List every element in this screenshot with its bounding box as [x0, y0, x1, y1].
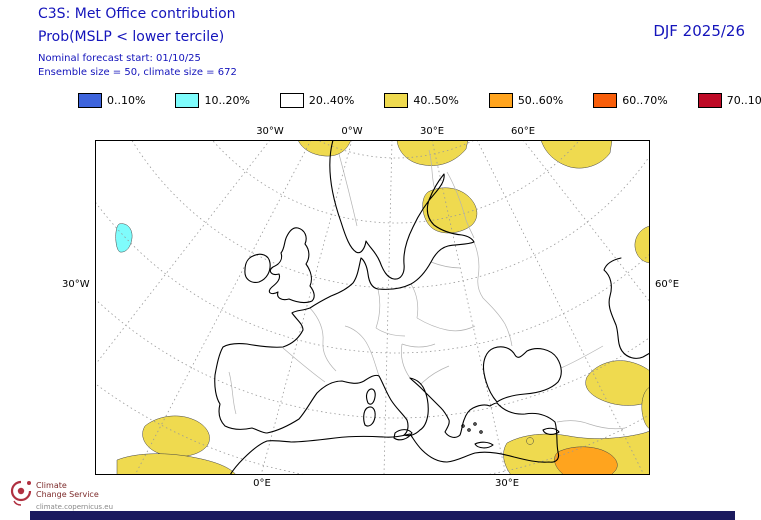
- season-label: DJF 2025/26: [653, 22, 745, 40]
- coast-ireland: [244, 253, 271, 283]
- meridian-label-0w-top: 0°W: [341, 126, 363, 137]
- logo-text-line2: Change Service: [36, 490, 99, 499]
- coast-caspian: [603, 257, 650, 359]
- legend-swatch-white: [279, 93, 304, 108]
- ensemble-info-text: Ensemble size = 50, climate size = 672: [38, 67, 237, 78]
- legend-item: 20..40%: [279, 93, 355, 108]
- country-borders: [228, 149, 626, 430]
- legend-item: 40..50%: [384, 93, 459, 108]
- probability-patches: [115, 140, 650, 475]
- coast-corsica: [366, 388, 376, 405]
- patch-finland: [422, 187, 478, 234]
- legend-swatch-orange: [488, 93, 513, 108]
- legend-swatch-cyan: [175, 93, 200, 108]
- legend-swatch-yellow: [384, 93, 409, 108]
- coast-great-britain: [268, 227, 315, 304]
- patch-nw-africa: [116, 453, 237, 475]
- meridian-label-30w-left: 30°W: [62, 279, 90, 290]
- page-title: C3S: Met Office contribution: [38, 6, 236, 22]
- forecast-start-text: Nominal forecast start: 01/10/25: [38, 53, 201, 64]
- meridian-label-30e-bottom: 30°E: [494, 478, 520, 489]
- coast-sardinia: [363, 406, 376, 427]
- legend-label: 70..100%: [726, 94, 761, 107]
- graticule: [95, 140, 650, 475]
- coast-cyprus: [542, 427, 560, 435]
- legend-item: 70..100%: [697, 93, 761, 108]
- coastlines: [214, 140, 650, 475]
- patch-right-edge: [634, 225, 650, 264]
- probability-map: [95, 140, 650, 475]
- map-container: [95, 140, 650, 475]
- legend-item: 50..60%: [488, 93, 564, 108]
- patch-iberia-morocco: [142, 415, 210, 457]
- meridian-label-60e-right: 60°E: [655, 279, 680, 290]
- meridian-label-30w-top: 30°W: [256, 126, 284, 137]
- map-frame: [95, 140, 650, 475]
- legend-label: 40..50%: [413, 94, 459, 107]
- aegean-island: [467, 428, 471, 432]
- aegean-island: [461, 424, 465, 428]
- legend-swatch-dark-red: [697, 93, 722, 108]
- legend-item: 60..70%: [593, 93, 668, 108]
- legend-item: 10..20%: [175, 93, 250, 108]
- coast-crete: [474, 441, 494, 449]
- meridian-label-60e-top: 60°E: [510, 126, 536, 137]
- legend-swatch-dark-orange: [593, 93, 618, 108]
- legend-label: 10..20%: [204, 94, 250, 107]
- copernicus-logo-icon: [10, 480, 32, 506]
- meridian-label-30e-top: 30°E: [419, 126, 445, 137]
- meridian-label-0e-bottom: 0°E: [253, 478, 271, 489]
- logo-text-line1: Climate: [36, 481, 67, 490]
- probability-legend: 0..10% 10..20% 20..40% 40..50% 50..60% 6…: [78, 93, 761, 108]
- footer-bar: [30, 511, 735, 520]
- legend-label: 50..60%: [517, 94, 564, 107]
- patch-caspian-side: [585, 360, 650, 406]
- copernicus-url: climate.copernicus.eu: [36, 503, 114, 511]
- legend-item: 0..10%: [78, 93, 145, 108]
- coast-mainland: [214, 140, 560, 475]
- legend-label: 60..70%: [622, 94, 668, 107]
- aegean-island: [479, 430, 483, 434]
- legend-label: 20..40%: [308, 94, 355, 107]
- patch-barents: [396, 140, 469, 166]
- patch-levant-dot: [526, 437, 534, 445]
- legend-label: 0..10%: [107, 94, 146, 107]
- coast-black-sea: [482, 346, 562, 403]
- aegean-island: [473, 422, 477, 426]
- patch-egypt-orange: [554, 446, 618, 475]
- coast-sicily: [393, 429, 413, 441]
- variable-title: Prob(MSLP < lower tercile): [38, 29, 225, 45]
- patch-atlantic-cyan: [115, 223, 133, 253]
- patch-right-sliver: [641, 386, 650, 430]
- patch-arctic-0w: [297, 140, 352, 157]
- legend-swatch-blue: [78, 93, 102, 108]
- patch-top-right: [540, 140, 613, 169]
